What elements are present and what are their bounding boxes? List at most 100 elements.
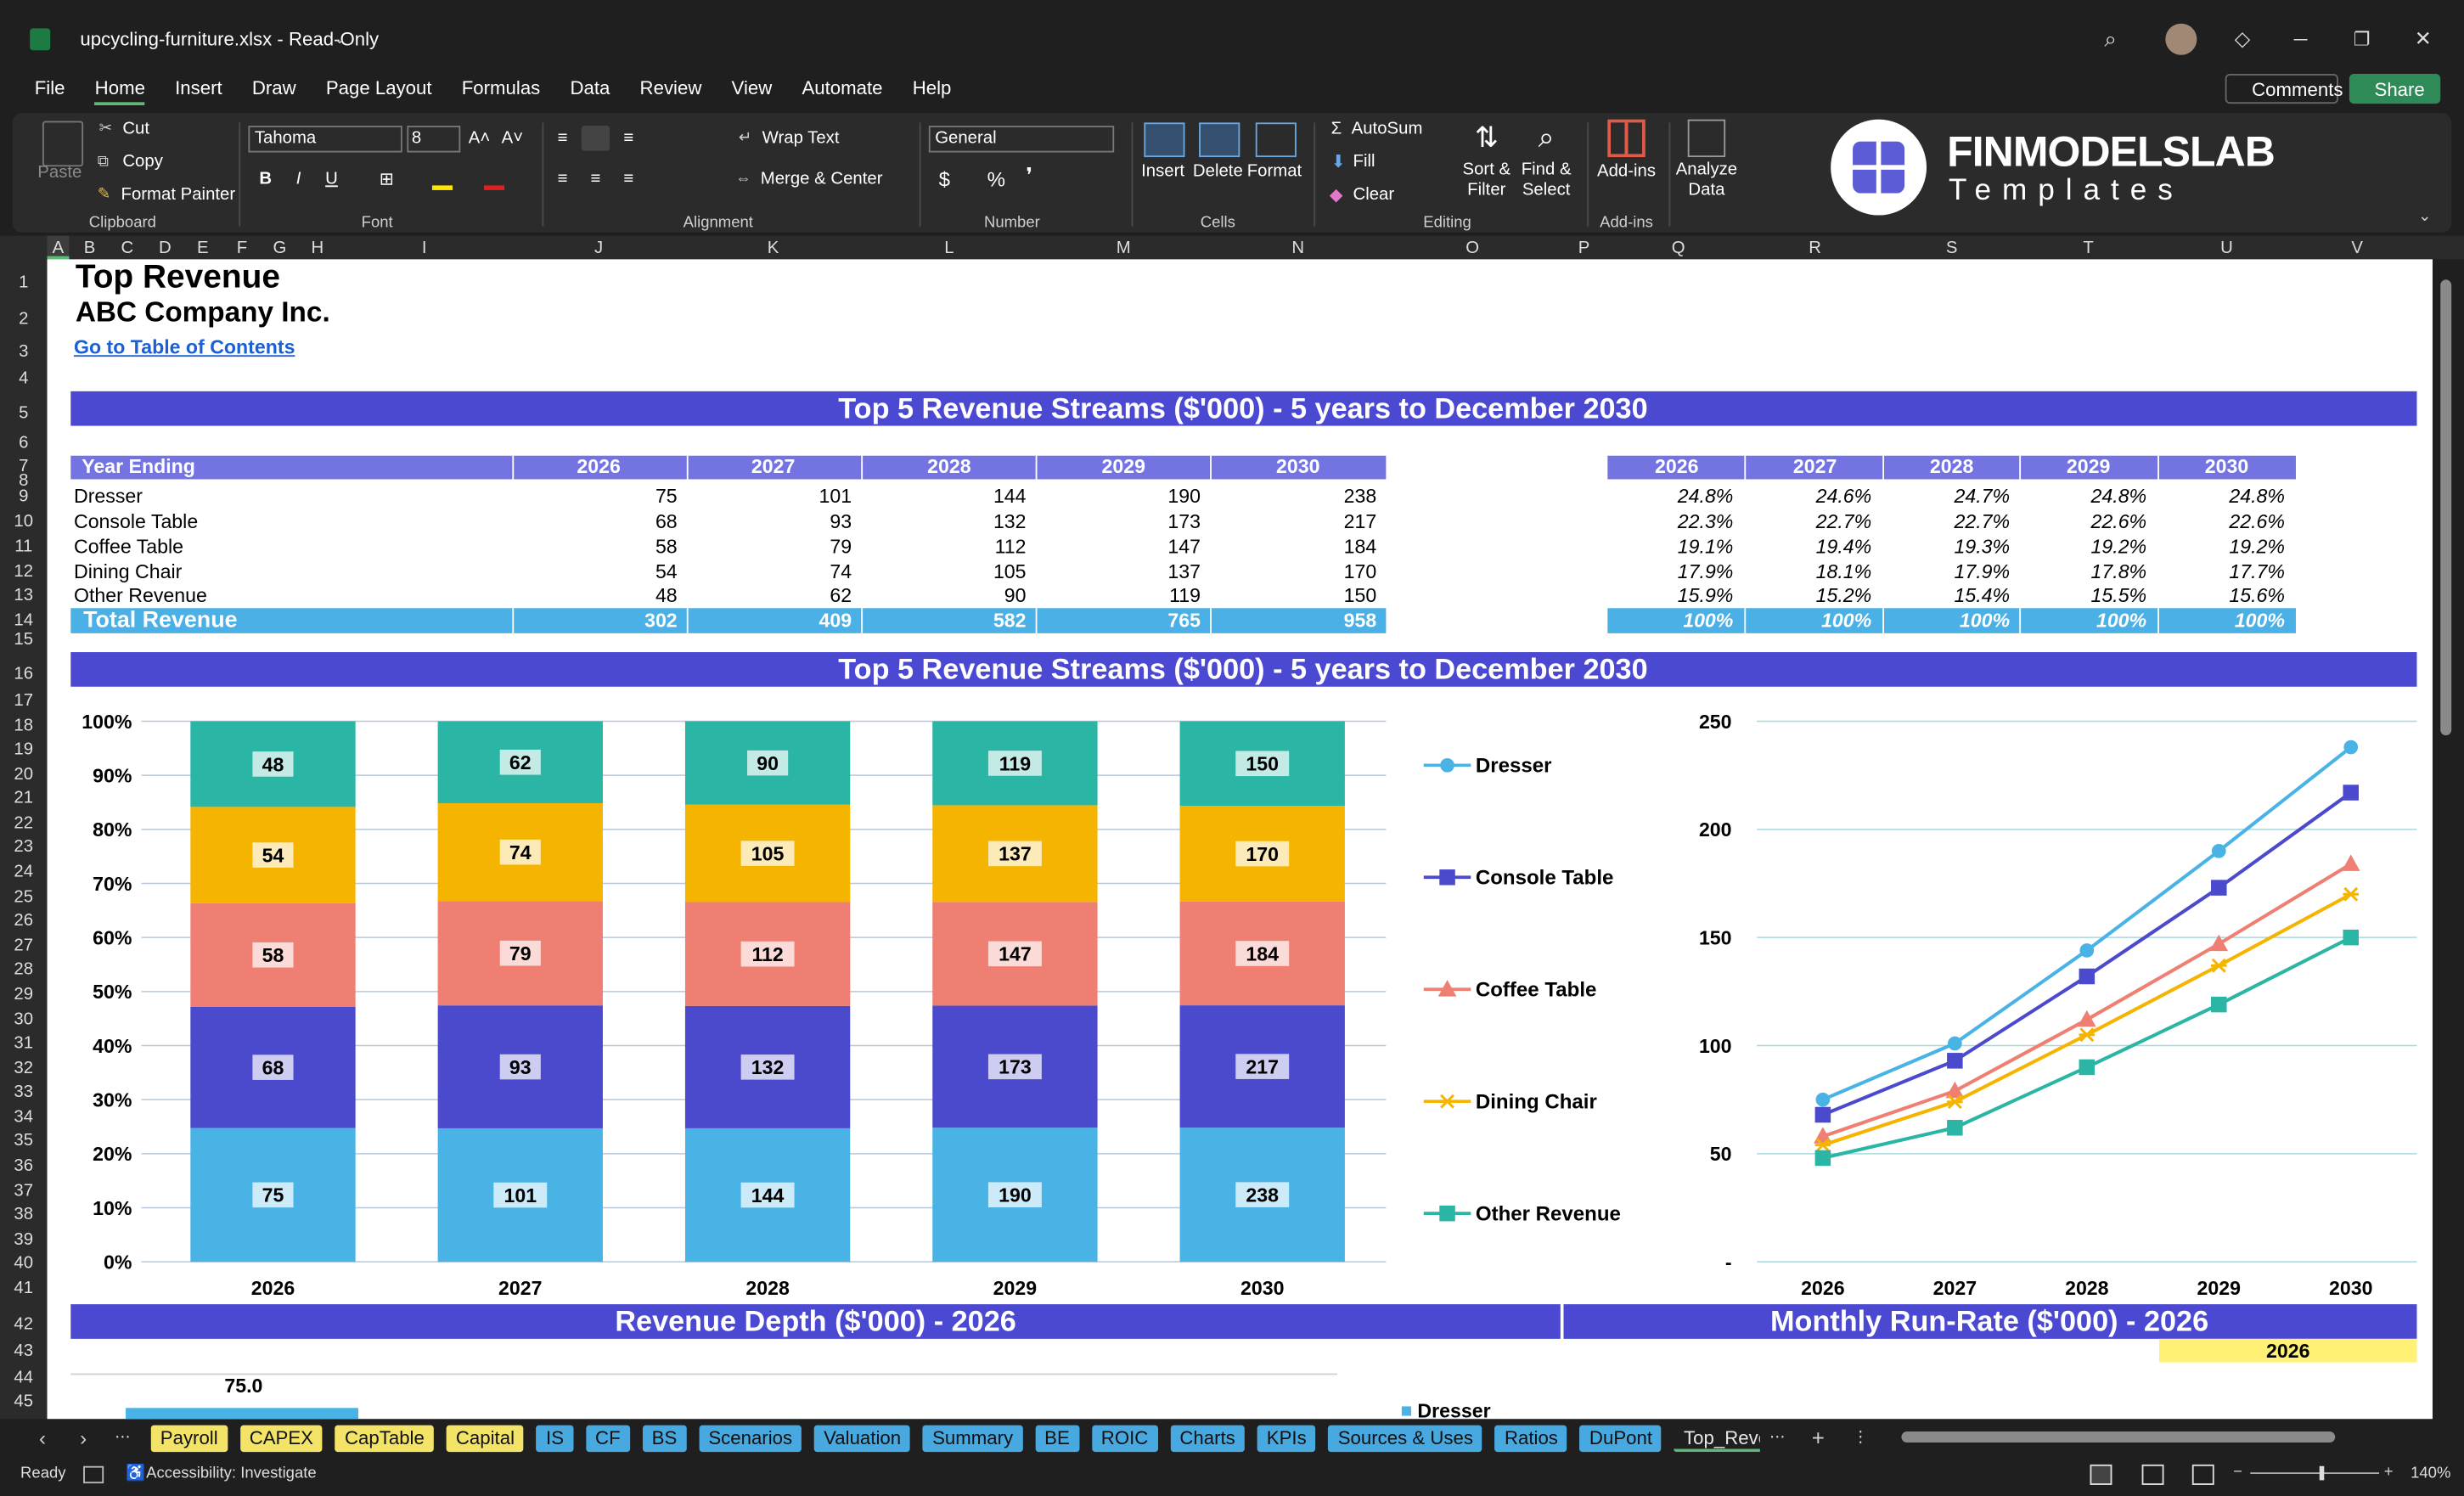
addins-icon[interactable] (1607, 119, 1645, 158)
font-name[interactable]: Tahoma (254, 128, 317, 148)
copy-button[interactable]: Copy (122, 152, 163, 172)
percent-button[interactable]: % (987, 167, 1006, 191)
menu-item[interactable]: Formulas (461, 76, 541, 99)
comments-button[interactable] (2225, 73, 2338, 104)
align-center[interactable]: ≡ (590, 169, 601, 189)
font-size[interactable]: 8 (411, 128, 422, 148)
number-format[interactable]: General (935, 128, 997, 148)
close[interactable]: ✕ (2414, 26, 2432, 51)
collapse-ribbon[interactable]: ⌄ (2417, 208, 2432, 226)
sheet-tab[interactable]: ROIC (1091, 1425, 1158, 1453)
underline-button[interactable]: U (325, 169, 338, 189)
menu-item[interactable]: Insert (175, 76, 222, 99)
font-color[interactable] (484, 185, 505, 190)
minimize[interactable]: ─ (2293, 28, 2308, 51)
currency-button[interactable]: $ (938, 167, 951, 191)
align-middle[interactable] (581, 126, 610, 151)
cut-button[interactable]: Cut (122, 119, 150, 138)
align-right[interactable]: ≡ (623, 169, 634, 189)
menu-item[interactable]: Review (639, 76, 702, 99)
insert-button[interactable]: Insert (1141, 161, 1185, 181)
sheet-tab[interactable]: Sources & Uses (1328, 1425, 1483, 1453)
sheet-tab[interactable]: CAPEX (239, 1425, 323, 1453)
addins-button[interactable]: Add-ins (1597, 161, 1657, 181)
font-box[interactable] (248, 126, 402, 153)
sheet-tab[interactable]: KPIs (1257, 1425, 1316, 1453)
wrap-text-button[interactable]: Wrap Text (762, 128, 840, 148)
avatar[interactable] (2165, 23, 2197, 55)
align-bottom[interactable]: ≡ (623, 128, 634, 148)
sheet-tab[interactable]: CF (585, 1425, 630, 1453)
menu-item[interactable]: Draw (251, 76, 296, 99)
sheet-tab[interactable]: DuPont (1579, 1425, 1662, 1453)
sheet-tab[interactable]: CapTable (335, 1425, 434, 1453)
zoom-in[interactable]: + (2383, 1463, 2394, 1482)
share-label[interactable]: Share (2374, 78, 2425, 101)
sheet-tab[interactable]: Charts (1170, 1425, 1245, 1453)
zoom-slider[interactable] (2250, 1472, 2380, 1475)
normal-view[interactable] (2090, 1464, 2112, 1485)
horizontal-scroll-thumb[interactable] (1901, 1431, 2336, 1443)
tab-prev[interactable]: ‹ (38, 1426, 46, 1450)
sheet-tab[interactable]: IS (536, 1425, 574, 1453)
find-select-button[interactable]: Find & Select (1521, 160, 1572, 200)
align-left[interactable]: ≡ (557, 169, 568, 189)
merge-button[interactable]: Merge & Center (760, 169, 883, 189)
shrink-font[interactable]: A˅ (501, 128, 524, 148)
delete-button[interactable]: Delete (1192, 161, 1243, 181)
macro-icon[interactable] (83, 1465, 104, 1484)
bold-button[interactable]: B (259, 169, 273, 189)
comments-label[interactable]: Comments (2252, 78, 2343, 101)
sheet-tab[interactable]: Scenarios (699, 1425, 802, 1453)
tab-more[interactable]: ⋯ (115, 1429, 131, 1447)
analyze-data-button[interactable]: Analyze Data (1675, 160, 1738, 200)
insert-icon[interactable] (1144, 122, 1185, 158)
menu-item[interactable]: Data (570, 76, 610, 99)
title-dropdown[interactable]: ⌄ (333, 31, 346, 48)
sheet-tab[interactable]: Top_Revenue (1674, 1425, 1760, 1453)
sheet-tab[interactable]: Ratios (1494, 1425, 1568, 1453)
analyze-icon[interactable] (1687, 119, 1726, 158)
sort-filter-button[interactable]: Sort & Filter (1462, 160, 1511, 200)
menu-item[interactable]: View (731, 76, 773, 99)
page-layout-view[interactable] (2141, 1464, 2164, 1485)
zoom-out[interactable]: − (2233, 1463, 2242, 1482)
format-button[interactable]: Format (1246, 161, 1302, 181)
format-icon[interactable] (1255, 122, 1297, 158)
toc-link[interactable]: Go to Table of Contents (73, 336, 295, 358)
menu-item[interactable]: Page Layout (325, 76, 432, 99)
premium-icon[interactable]: ◇ (2234, 26, 2251, 51)
zoom-level[interactable]: 140% (2411, 1465, 2451, 1483)
tab-options[interactable]: ⋮ (1853, 1429, 1869, 1447)
paste-label[interactable]: Paste (37, 163, 82, 183)
menu-item[interactable]: File (34, 76, 65, 99)
accessibility-status[interactable]: Accessibility: Investigate (146, 1465, 317, 1483)
clear-button[interactable]: Clear (1353, 185, 1395, 205)
tab-next[interactable]: › (80, 1426, 87, 1450)
sheet-tab[interactable]: BS (642, 1425, 687, 1453)
menu-item[interactable]: Home (94, 77, 145, 106)
zoom-thumb[interactable] (2319, 1465, 2325, 1481)
autosum-button[interactable]: AutoSum (1351, 119, 1423, 138)
fill-button[interactable]: Fill (1353, 152, 1375, 172)
format-painter-button[interactable]: Format Painter (121, 185, 236, 205)
comma-button[interactable]: ❜ (1026, 163, 1033, 188)
grow-font[interactable]: A˄ (468, 128, 491, 148)
number-format-box[interactable] (928, 126, 1115, 153)
sheet-tab[interactable]: Summary (923, 1425, 1023, 1453)
search-icon[interactable]: ⌕ (2104, 25, 2117, 52)
fill-color[interactable] (431, 185, 453, 190)
size-box[interactable] (407, 126, 461, 153)
page-break-view[interactable] (2191, 1464, 2214, 1485)
share-button[interactable] (2349, 73, 2441, 104)
scroll-thumb[interactable] (2440, 279, 2452, 736)
menu-item[interactable]: Help (912, 76, 952, 99)
tab-more[interactable]: ⋯ (1769, 1429, 1786, 1447)
sheet-tab[interactable]: Valuation (814, 1425, 911, 1453)
paste-icon[interactable] (42, 121, 84, 167)
sheet-tab[interactable]: Capital (446, 1425, 525, 1453)
delete-icon[interactable] (1199, 122, 1240, 158)
sheet-tab[interactable]: Payroll (150, 1425, 228, 1453)
sheet-tab[interactable]: BE (1035, 1425, 1079, 1453)
italic-button[interactable]: I (295, 169, 301, 189)
